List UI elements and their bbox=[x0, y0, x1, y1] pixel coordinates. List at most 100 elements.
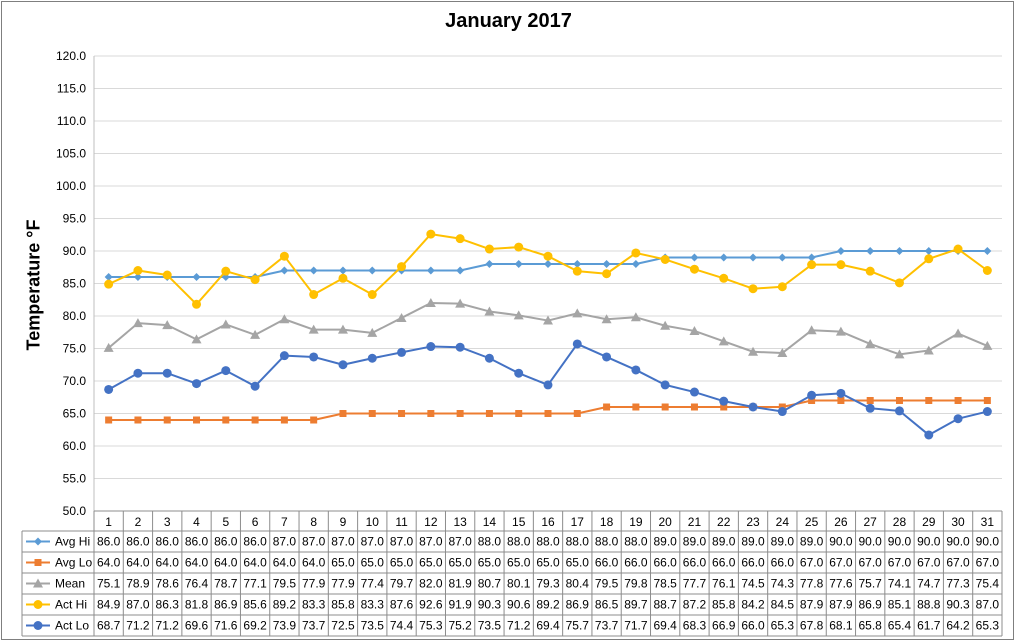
data-table-cell: 66.0 bbox=[712, 556, 736, 570]
data-table-cell: 75.7 bbox=[566, 619, 590, 633]
data-table-cell: 75.4 bbox=[976, 577, 1000, 591]
data-point bbox=[778, 403, 786, 411]
data-point bbox=[484, 353, 494, 363]
data-point bbox=[895, 397, 903, 404]
data-point bbox=[133, 273, 142, 281]
y-tick-label: 85.0 bbox=[63, 277, 87, 291]
data-point bbox=[866, 247, 875, 255]
data-point bbox=[368, 410, 376, 417]
data-point bbox=[398, 410, 406, 417]
data-table-cell: 90.0 bbox=[976, 535, 1000, 549]
data-point bbox=[426, 229, 436, 239]
x-tick-label: 3 bbox=[164, 515, 171, 529]
data-table-cell: 89.2 bbox=[536, 598, 560, 612]
data-point bbox=[250, 329, 261, 339]
data-table-cell: 64.0 bbox=[185, 556, 209, 570]
data-point bbox=[865, 266, 875, 276]
data-point bbox=[396, 312, 407, 322]
data-table-cell: 78.9 bbox=[126, 577, 150, 591]
x-tick-label: 24 bbox=[776, 515, 790, 529]
data-table-cell: 87.0 bbox=[976, 598, 1000, 612]
data-table-cell: 74.3 bbox=[771, 577, 795, 591]
x-tick-label: 9 bbox=[340, 515, 347, 529]
x-tick-label: 21 bbox=[688, 515, 702, 529]
data-point bbox=[748, 346, 759, 356]
y-tick-label: 70.0 bbox=[63, 374, 87, 388]
data-point bbox=[836, 247, 845, 255]
data-point bbox=[544, 260, 552, 268]
data-table-cell: 86.0 bbox=[214, 535, 238, 549]
data-point bbox=[923, 345, 934, 355]
data-table-cell: 88.8 bbox=[917, 598, 941, 612]
data-table-cell: 66.0 bbox=[741, 556, 765, 570]
data-point bbox=[690, 403, 698, 411]
data-table-cell: 89.0 bbox=[653, 535, 677, 549]
x-tick-label: 17 bbox=[571, 515, 585, 529]
data-table-cell: 65.3 bbox=[771, 619, 795, 633]
data-point bbox=[602, 352, 612, 362]
x-tick-label: 2 bbox=[135, 515, 142, 529]
data-table-cell: 90.3 bbox=[946, 598, 970, 612]
y-tick-label: 55.0 bbox=[63, 472, 87, 486]
data-table-cell: 73.7 bbox=[595, 619, 619, 633]
data-point bbox=[308, 324, 319, 334]
data-table-cell: 64.0 bbox=[243, 556, 267, 570]
data-table-cell: 75.2 bbox=[448, 619, 472, 633]
data-point bbox=[543, 380, 553, 390]
x-tick-label: 22 bbox=[717, 515, 731, 529]
data-table-cell: 66.9 bbox=[712, 619, 736, 633]
data-table-cell: 66.0 bbox=[595, 556, 619, 570]
data-table-cell: 89.0 bbox=[741, 535, 765, 549]
data-table-cell: 80.1 bbox=[507, 577, 531, 591]
data-point bbox=[426, 266, 435, 275]
data-table-cell: 77.7 bbox=[683, 577, 707, 591]
data-point bbox=[660, 380, 670, 390]
data-table-cell: 89.0 bbox=[712, 535, 736, 549]
data-table-cell: 75.7 bbox=[859, 577, 883, 591]
data-point bbox=[983, 397, 991, 404]
data-point bbox=[33, 600, 43, 609]
data-point bbox=[894, 406, 904, 416]
data-point bbox=[279, 251, 289, 261]
data-table-cell: 86.0 bbox=[243, 535, 267, 549]
data-table-cell: 86.0 bbox=[185, 535, 209, 549]
data-point bbox=[163, 416, 171, 424]
data-table-cell: 87.6 bbox=[390, 598, 414, 612]
data-point bbox=[191, 334, 202, 344]
data-point bbox=[894, 349, 905, 359]
data-table-cell: 65.3 bbox=[976, 619, 1000, 633]
data-table-cell: 74.5 bbox=[741, 577, 765, 591]
x-tick-label: 26 bbox=[834, 515, 848, 529]
data-table-cell: 85.1 bbox=[888, 598, 912, 612]
data-table-cell: 85.8 bbox=[331, 598, 355, 612]
legend-label: Mean bbox=[55, 577, 85, 591]
y-tick-label: 120.0 bbox=[56, 49, 86, 63]
data-table-cell: 64.0 bbox=[302, 556, 326, 570]
data-table-cell: 81.8 bbox=[185, 598, 209, 612]
data-table-cell: 67.0 bbox=[946, 556, 970, 570]
data-point bbox=[514, 260, 523, 268]
data-point bbox=[34, 537, 42, 546]
data-table-cell: 71.2 bbox=[126, 619, 150, 633]
data-table-cell: 65.0 bbox=[361, 556, 385, 570]
data-table-cell: 87.0 bbox=[273, 535, 297, 549]
data-table-cell: 86.0 bbox=[97, 535, 121, 549]
data-point bbox=[749, 253, 758, 262]
data-point bbox=[222, 416, 230, 424]
x-tick-label: 10 bbox=[366, 515, 380, 529]
data-point bbox=[367, 290, 377, 300]
data-point bbox=[250, 275, 260, 285]
data-point bbox=[836, 388, 846, 398]
data-table-cell: 84.5 bbox=[771, 598, 795, 612]
data-table-cell: 67.0 bbox=[829, 556, 853, 570]
data-point bbox=[104, 273, 113, 281]
data-table-cell: 65.0 bbox=[536, 556, 560, 570]
data-point bbox=[719, 396, 729, 406]
data-point bbox=[33, 578, 43, 588]
data-point bbox=[660, 320, 671, 330]
data-table-cell: 86.9 bbox=[214, 598, 238, 612]
data-point bbox=[865, 338, 876, 348]
legend-label: Act Hi bbox=[55, 598, 87, 612]
data-point bbox=[660, 254, 670, 264]
data-point bbox=[661, 403, 669, 411]
